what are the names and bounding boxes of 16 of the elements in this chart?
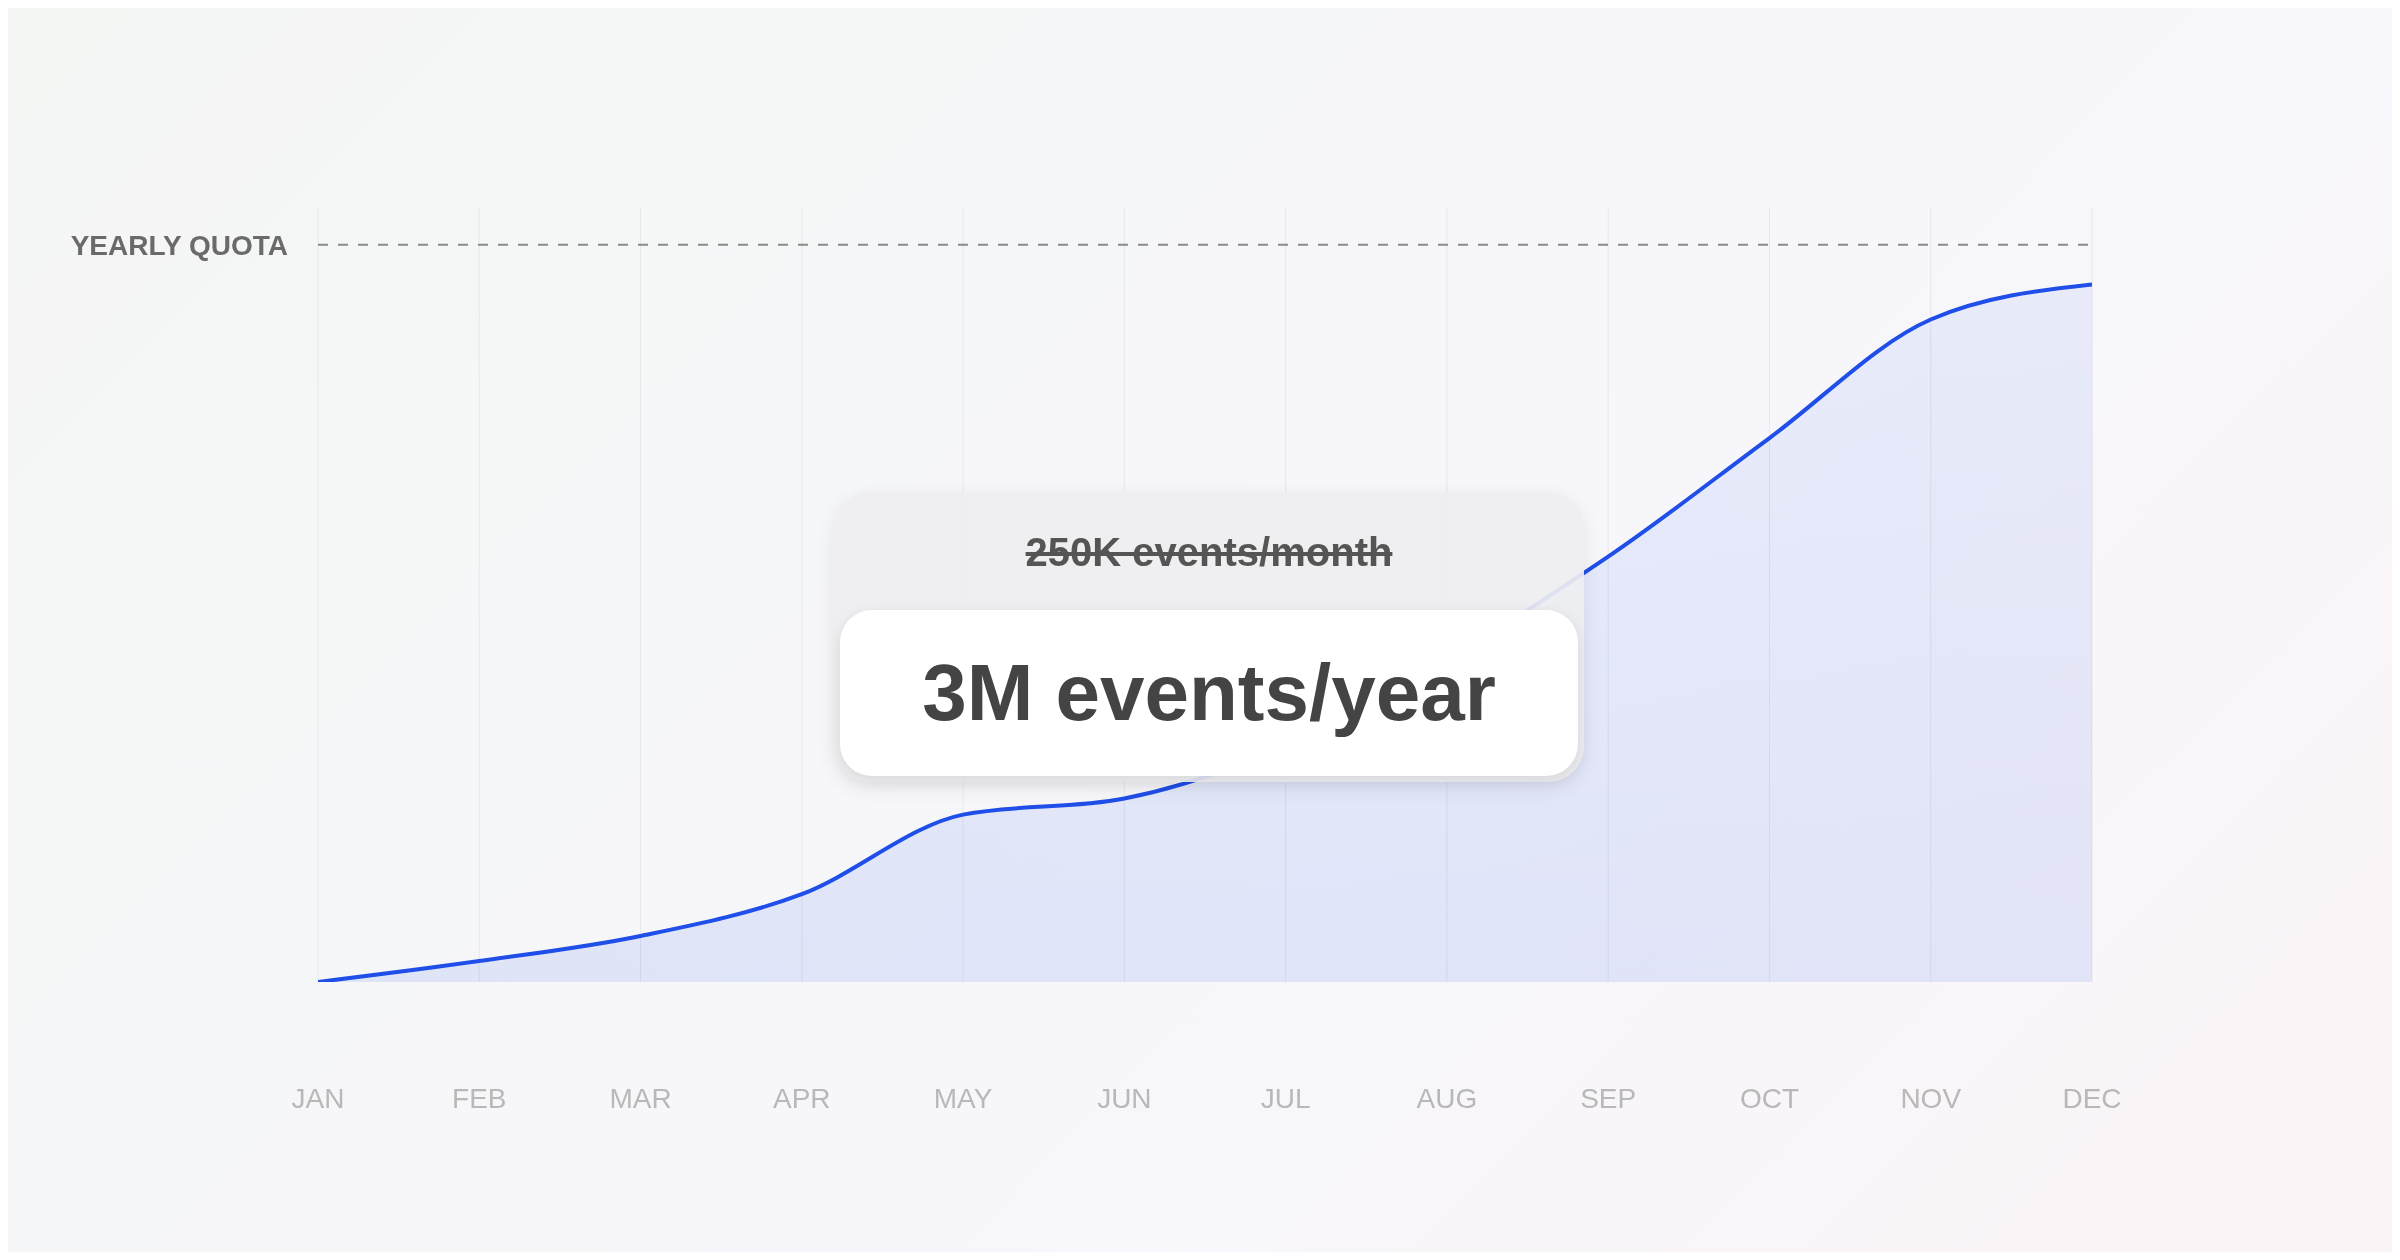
x-tick-label: FEB [452,1082,507,1114]
annotation: 250K events/month [1024,530,1394,575]
x-tick-label: AUG [1416,1082,1478,1114]
x-tick-label: JUN [1097,1082,1152,1114]
x-tick-label: JAN [291,1082,345,1114]
x-tick-label: OCT [1739,1082,1800,1114]
x-tick-label: MAR [609,1082,672,1114]
x-tick-label: NOV [1900,1082,1962,1114]
annotation: 3M events/year [840,610,1578,776]
x-tick-label: APR [773,1082,831,1114]
x-tick-label: JUL [1260,1082,1311,1114]
card: 250K events/month 3M events/year [834,492,1584,782]
x-tick-label: SEP [1580,1082,1637,1114]
ref-line-label: YEARLY QUOTA [70,229,288,261]
x-tick-label: DEC [2062,1082,2122,1114]
x-tick-label: MAY [933,1082,993,1114]
